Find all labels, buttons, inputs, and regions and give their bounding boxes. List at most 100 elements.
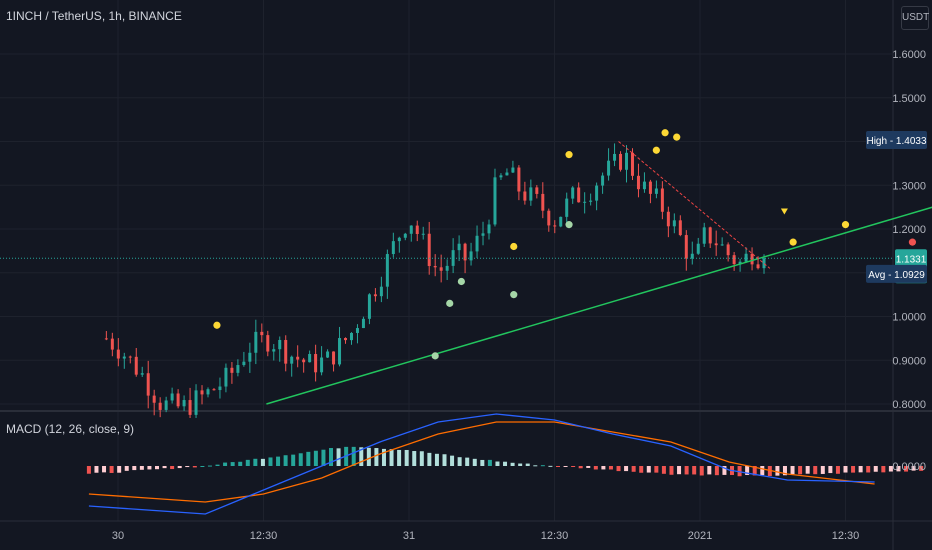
time-tick-label: 12:30	[832, 530, 860, 542]
macd-histogram-bar	[306, 451, 311, 466]
candle-down	[128, 356, 132, 358]
macd-histogram-bar	[238, 461, 243, 466]
macd-histogram-bar	[525, 463, 530, 466]
candle-down	[547, 210, 551, 226]
macd-histogram-bar	[919, 466, 924, 471]
price-tick-label: 0.8000	[892, 399, 926, 411]
macd-histogram-bar	[798, 466, 803, 475]
macd-histogram-bar	[843, 466, 848, 473]
macd-histogram-bar	[571, 466, 576, 467]
candle-up	[272, 349, 276, 352]
macd-histogram-bar	[374, 448, 379, 466]
candle-down	[666, 211, 670, 227]
candle-up	[254, 331, 258, 353]
candle-up	[738, 261, 742, 265]
macd-histogram-bar	[631, 466, 636, 472]
candle-up	[642, 181, 646, 190]
macd-histogram-bar	[805, 466, 810, 474]
macd-histogram-bar	[669, 466, 674, 475]
candle-up	[625, 152, 629, 170]
candle-down	[750, 253, 754, 265]
macd-zero-label: 0.0000	[892, 461, 926, 473]
macd-histogram-bar	[298, 453, 303, 466]
candle-up	[290, 356, 294, 364]
macd-histogram-bar	[858, 466, 863, 473]
macd-histogram-bar	[200, 465, 205, 467]
macd-histogram-bar	[851, 466, 856, 473]
candle-up	[218, 386, 222, 391]
candle-up	[475, 235, 479, 252]
candle-down	[714, 243, 718, 246]
macd-histogram-bar	[533, 465, 538, 467]
time-tick-label: 12:30	[541, 530, 569, 542]
macd-histogram-bar	[707, 466, 712, 475]
candle-up	[607, 160, 611, 176]
macd-histogram-bar	[813, 466, 818, 475]
candle-up	[595, 185, 599, 201]
chart-overlays	[0, 141, 932, 405]
candle-up	[529, 187, 533, 201]
candle-down	[212, 389, 216, 391]
macd-histogram-bar	[450, 455, 455, 466]
macd-histogram-bar	[389, 449, 394, 466]
signal-dot-marker	[431, 352, 439, 360]
candle-up	[403, 233, 407, 238]
candle-up	[206, 389, 210, 395]
resistance-trendline	[618, 141, 771, 269]
macd-histogram-bar	[692, 466, 697, 475]
candle-down	[517, 167, 521, 192]
signal-dot-marker	[446, 299, 454, 307]
macd-histogram-bar	[737, 466, 742, 477]
time-tick-label: 30	[112, 530, 124, 542]
candle-down	[230, 367, 234, 373]
macd-histogram-bar	[283, 455, 288, 466]
price-tick-label: 1.6000	[892, 49, 926, 61]
candle-up	[762, 258, 766, 269]
macd-histogram-bar	[593, 466, 598, 470]
signal-triangle-marker	[780, 208, 788, 215]
macd-histogram-bar	[124, 466, 129, 471]
candle-down	[176, 393, 180, 407]
macd-histogram-bar	[790, 466, 795, 475]
candle-down	[332, 351, 336, 365]
candle-down	[260, 331, 264, 336]
macd-histogram-bar	[745, 466, 750, 476]
macd-histogram-bar	[775, 466, 780, 476]
macd-histogram-bar	[684, 466, 689, 475]
macd-histogram-bar	[457, 457, 462, 466]
candle-down	[146, 373, 150, 396]
macd-histogram-bar	[881, 466, 886, 473]
candle-up	[355, 328, 359, 333]
macd-histogram-bar	[518, 463, 523, 466]
candle-up	[571, 187, 575, 199]
macd-histogram-bar	[185, 466, 190, 468]
candle-up	[696, 243, 700, 254]
candle-down	[188, 400, 192, 415]
signal-dot-marker	[652, 146, 660, 154]
signal-dot-marker	[841, 221, 850, 229]
macd-histogram-bar	[661, 466, 666, 474]
macd-histogram-bar	[548, 465, 553, 467]
macd-histogram-bar	[154, 466, 159, 470]
currency-button[interactable]: USDT	[901, 6, 929, 30]
candle-up	[367, 294, 371, 319]
macd-histogram-bar	[351, 446, 356, 466]
candle-down	[314, 354, 318, 373]
macd-histogram-bar	[434, 453, 439, 466]
candle-down	[284, 339, 288, 364]
macd-label: MACD (12, 26, close, 9)	[6, 422, 135, 436]
macd-histogram-bar	[760, 466, 765, 476]
candle-up	[397, 237, 401, 242]
signal-dot-marker	[673, 133, 681, 141]
time-tick-label: 31	[403, 530, 415, 542]
candle-down	[708, 227, 712, 244]
candle-up	[409, 225, 413, 234]
candle-up	[493, 177, 497, 225]
candle-down	[732, 255, 736, 265]
candle-up	[559, 216, 563, 227]
high-badge: High - 1.4033	[866, 136, 926, 147]
candle-up	[744, 253, 748, 262]
candle-up	[140, 373, 144, 375]
